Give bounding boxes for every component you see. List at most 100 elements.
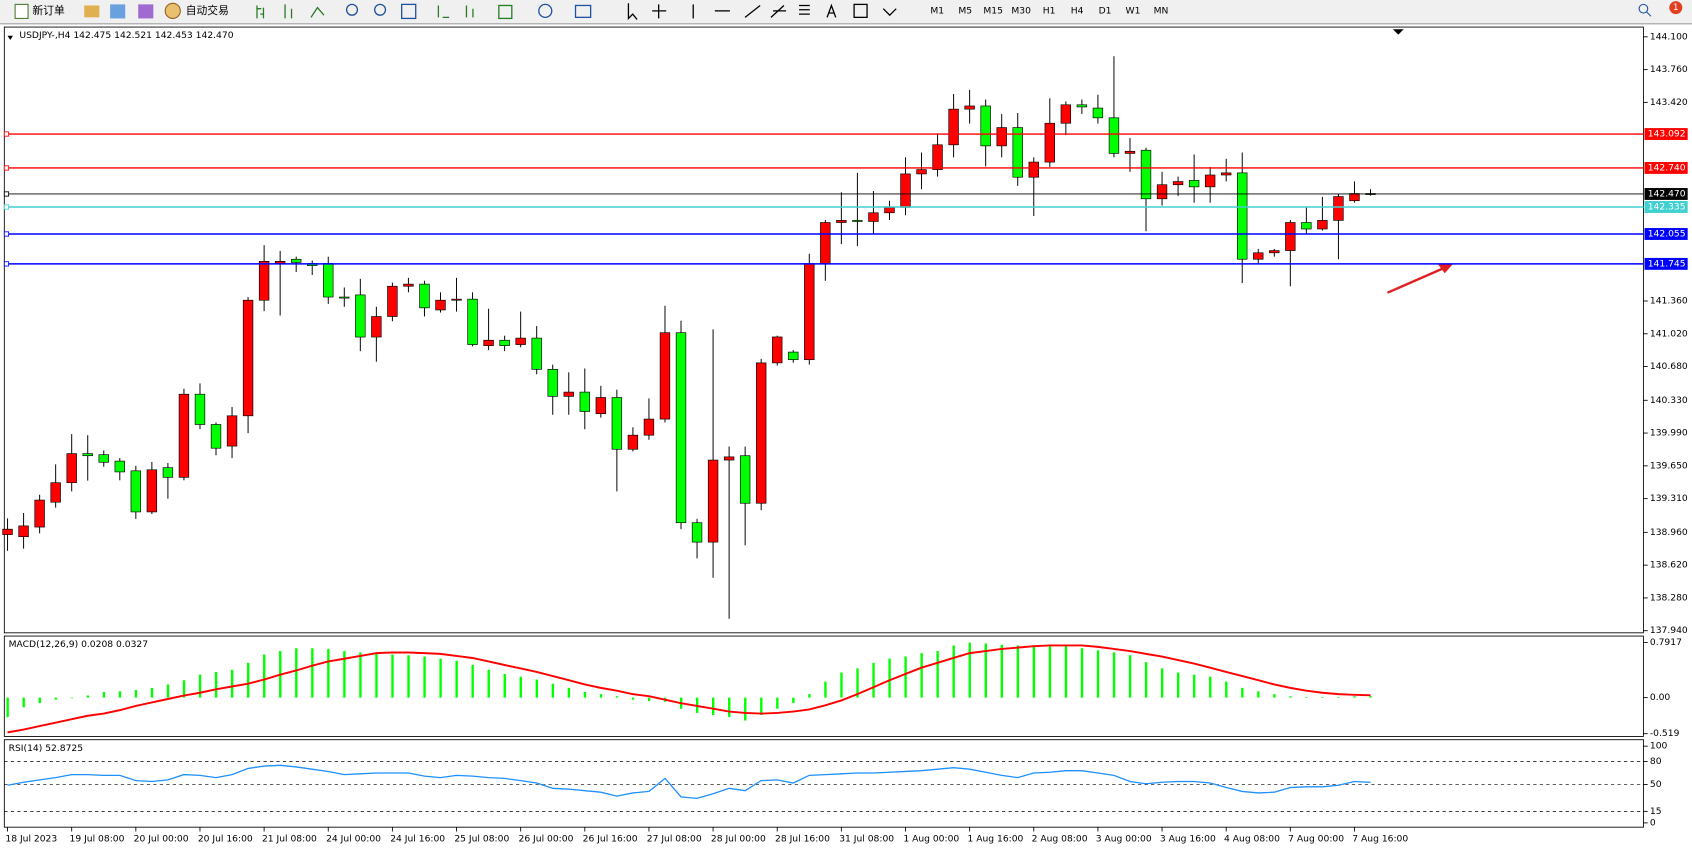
y-tick-label: 144.100 (1650, 31, 1688, 42)
trendline-tool[interactable] (744, 4, 761, 18)
arrows-tool[interactable] (882, 8, 897, 17)
macd-bar (535, 679, 538, 698)
macd-bar (776, 697, 779, 709)
macd-bar (214, 671, 218, 698)
bar-chart-tool[interactable] (256, 5, 265, 19)
zoom-in[interactable] (345, 3, 359, 16)
macd-bar (1177, 672, 1180, 698)
macd-bar (391, 654, 394, 698)
candle-body (194, 393, 206, 425)
macd-bar (1112, 652, 1116, 698)
macd-bar (150, 687, 154, 698)
timeframe-button[interactable]: M1 (930, 5, 944, 16)
new-order-button[interactable]: 新订单 (32, 4, 65, 17)
macd-bar (1305, 696, 1308, 698)
zoom-out[interactable] (374, 3, 387, 16)
price-level-handle (3, 131, 10, 137)
candle-body (1204, 174, 1216, 188)
crosshair-tool[interactable] (652, 4, 667, 19)
main-panel-border (3, 26, 1644, 634)
candle-body (50, 482, 61, 503)
y-tick-label: 137.940 (1650, 625, 1688, 636)
fibo-tool[interactable] (799, 4, 810, 15)
y-tick-label: 143.760 (1650, 64, 1688, 75)
candle-body (339, 296, 350, 299)
macd-bar (744, 697, 747, 721)
x-tick-label: 26 Jul 00:00 (519, 834, 574, 845)
cursor-tool[interactable] (627, 3, 638, 20)
candle-body (499, 339, 510, 346)
auto-trading-icon[interactable] (164, 2, 181, 19)
candle-body (996, 127, 1007, 147)
candle-body (467, 298, 478, 345)
text-tool[interactable] (826, 3, 837, 18)
timeframe-button[interactable]: M15 (983, 5, 1003, 16)
candle-body (900, 173, 911, 208)
price-level-label: 142.740 (1648, 162, 1686, 173)
price-level-handle (3, 231, 10, 237)
timeframe-button[interactable]: H4 (1071, 5, 1084, 16)
toolbar: 新订单 自动交易 M1 M5 M1 (0, 0, 1692, 25)
macd-bar (166, 684, 170, 698)
timeframe-button[interactable]: W1 (1126, 5, 1141, 16)
candle-body (1333, 196, 1344, 221)
auto-trading-button[interactable]: 自动交易 (186, 4, 229, 17)
timeframe-button[interactable]: H1 (1043, 5, 1056, 16)
macd-bar (503, 673, 506, 698)
timeframe-button[interactable]: M30 (1011, 5, 1031, 16)
macd-bar (968, 642, 971, 698)
tool-icon[interactable] (84, 5, 100, 18)
macd-bar (728, 697, 731, 718)
price-level-tag (1644, 228, 1688, 240)
notification-badge[interactable] (1669, 1, 1683, 15)
macd-bar (1000, 644, 1003, 698)
price-level-label: 141.745 (1648, 258, 1686, 269)
macd-bar (118, 691, 122, 698)
chart-tools (256, 3, 897, 20)
timeframe-button[interactable]: M5 (958, 5, 972, 16)
macd-bar (1128, 655, 1132, 698)
tool-icon[interactable] (110, 4, 126, 19)
periods[interactable] (538, 3, 553, 18)
tool-icon[interactable] (138, 4, 154, 19)
line-tool[interactable] (310, 6, 325, 18)
price-level-label: 142.470 (1648, 188, 1686, 199)
label-tool[interactable] (853, 3, 868, 18)
macd-bar (856, 668, 859, 698)
timeframe-button[interactable]: D1 (1099, 5, 1112, 16)
autoscroll[interactable] (465, 5, 474, 18)
chart-shift[interactable] (437, 5, 450, 18)
macd-bar (455, 660, 458, 698)
candle-body (18, 525, 29, 538)
candle-tool[interactable] (284, 4, 293, 19)
new-order-icon[interactable] (14, 3, 29, 19)
y-tick-label: 80 (1650, 756, 1662, 767)
candle-body (1028, 161, 1039, 178)
candle-body (820, 222, 831, 264)
macd-bar (760, 697, 763, 715)
channel-tool[interactable] (770, 4, 787, 18)
search-icon[interactable] (1638, 3, 1649, 14)
tile-windows[interactable] (401, 3, 417, 20)
x-tick-label: 18 Jul 2023 (5, 834, 57, 845)
candle-body (531, 337, 542, 370)
indicators[interactable] (498, 4, 513, 20)
x-tick-label: 7 Aug 16:00 (1352, 834, 1408, 845)
candle-body (948, 108, 959, 146)
candle-body (836, 220, 847, 223)
candle-body (1140, 149, 1152, 200)
macd-bar (1225, 681, 1228, 698)
candle-body (611, 397, 623, 450)
x-tick-label: 1 Aug 16:00 (967, 834, 1023, 845)
candle-body (515, 337, 526, 345)
macd-bar (487, 669, 490, 698)
timeframe-button[interactable]: MN (1154, 5, 1169, 16)
macd-bar (888, 658, 891, 698)
candle-body (483, 339, 494, 346)
candle-body (627, 434, 639, 450)
x-tick-label: 2 Aug 08:00 (1032, 834, 1088, 845)
templates[interactable] (574, 4, 592, 18)
candle-body (1044, 122, 1055, 163)
